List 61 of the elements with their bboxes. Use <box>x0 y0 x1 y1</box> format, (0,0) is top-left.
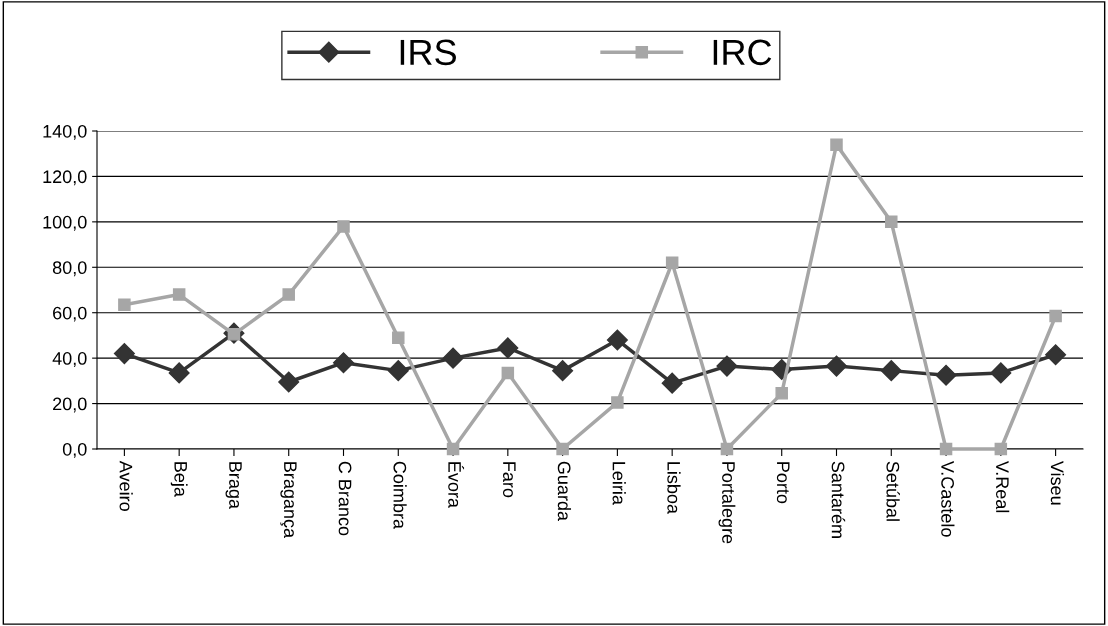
point <box>825 355 848 377</box>
x-tick-label: Lisboa <box>667 462 681 515</box>
point <box>337 220 350 233</box>
x-tick-label: Faro <box>502 462 516 498</box>
y-tick-label: 20,0 <box>53 397 87 413</box>
x-tick-label: Portalegre <box>718 462 736 544</box>
point <box>387 360 409 382</box>
x-tick-label: Leiria <box>612 462 626 505</box>
x-tick-label: Porto <box>776 462 790 504</box>
point <box>935 364 957 386</box>
y-tick-label: 60,0 <box>53 306 87 322</box>
x-tick-label: V.Real <box>995 460 1010 513</box>
point <box>775 387 788 400</box>
y-tick-label: 80,0 <box>52 261 87 277</box>
point <box>1045 344 1067 366</box>
point <box>880 360 902 382</box>
point <box>1049 309 1062 323</box>
y-tick-label: 140,0 <box>43 124 87 140</box>
point <box>552 360 574 382</box>
point <box>830 138 843 151</box>
point <box>661 372 683 394</box>
x-tick-label: Évora <box>448 462 465 508</box>
point <box>501 366 515 380</box>
point <box>606 329 628 351</box>
x-tick-label: Guarda <box>557 461 572 522</box>
x-tick-label: Coimbra <box>393 461 407 530</box>
point <box>939 442 953 456</box>
x-tick-label: Viseu <box>1050 460 1065 505</box>
x-tick-label: C Branco <box>338 461 352 536</box>
point <box>990 362 1012 384</box>
point <box>168 362 190 384</box>
point <box>278 371 300 393</box>
point <box>994 442 1008 456</box>
legend-label: IRC <box>713 39 772 66</box>
y-tick-label: 40,0 <box>52 352 87 367</box>
point <box>392 331 405 344</box>
point <box>720 442 734 456</box>
x-tick-label: V.Castelo <box>941 460 955 537</box>
point <box>611 396 624 409</box>
point <box>332 352 355 374</box>
point <box>282 288 295 301</box>
point <box>446 442 460 456</box>
y-tick-label: 120,0 <box>43 170 87 186</box>
point <box>556 442 569 456</box>
x-tick-label: Aveiro <box>119 460 133 511</box>
y-tick-label: 0,0 <box>62 442 87 458</box>
point <box>665 256 679 269</box>
y-tick-label: 100,0 <box>43 215 87 231</box>
legend-label: IRS <box>400 39 456 66</box>
x-tick-label: Santarém <box>831 461 846 538</box>
point <box>716 355 738 377</box>
x-tick-label: Beja <box>170 462 188 497</box>
point <box>885 215 898 229</box>
point <box>118 298 131 312</box>
point <box>442 347 464 369</box>
point <box>113 343 135 365</box>
point <box>172 288 186 301</box>
x-tick-label: Bragança <box>280 462 297 539</box>
x-tick-label: Braga <box>225 462 242 509</box>
x-tick-label: Setúbal <box>886 461 900 521</box>
point <box>497 337 519 359</box>
